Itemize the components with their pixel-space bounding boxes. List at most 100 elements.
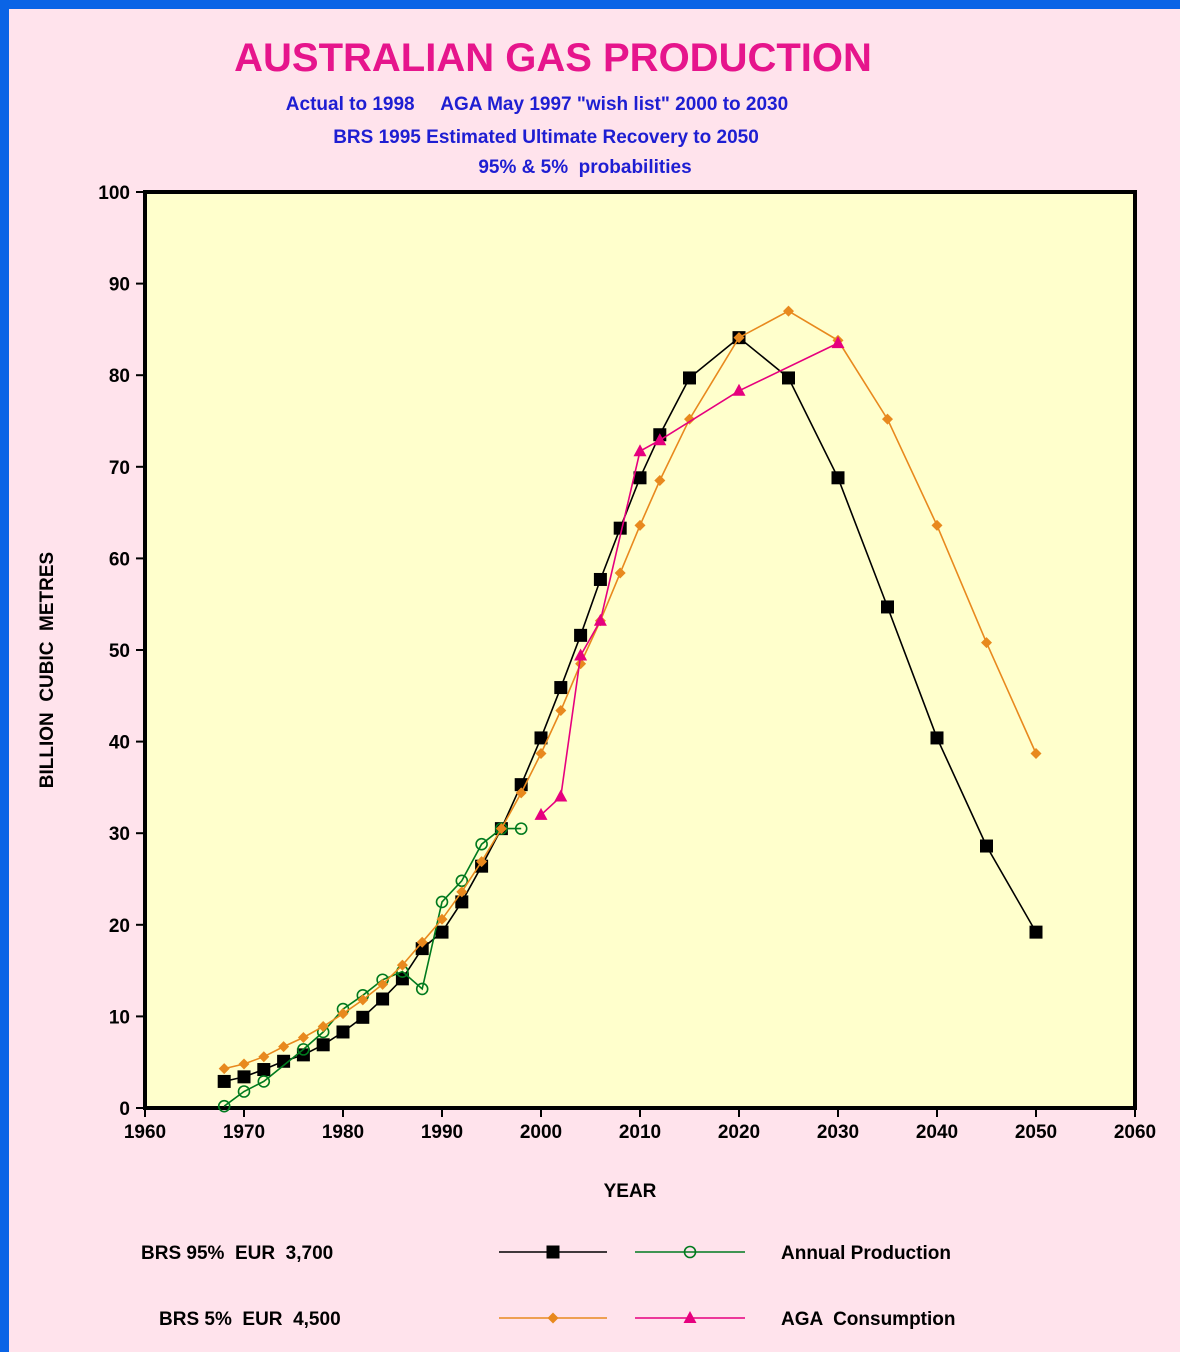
y-tick-label-60: 60 — [109, 549, 130, 570]
chart-title: AUSTRALIAN GAS PRODUCTION — [234, 36, 872, 80]
series-brs95-point-2 — [257, 1063, 271, 1077]
series-annual-point-0 — [217, 1099, 231, 1113]
y-tick-label-30: 30 — [109, 824, 130, 845]
x-tick-label-2040: 2040 — [916, 1122, 958, 1143]
series-brs95-point-0 — [217, 1074, 231, 1088]
series-brs95-point-6 — [336, 1025, 350, 1039]
series-brs5-point-22 — [654, 475, 666, 487]
x-tick-label-1970: 1970 — [223, 1122, 265, 1143]
plot-area — [143, 190, 1137, 1110]
series-annual-point-10 — [435, 895, 449, 909]
chart-subtitle-line-1: Actual to 1998 AGA May 1997 "wish list" … — [286, 94, 788, 115]
y-axis-label: BILLION CUBIC METRES — [37, 552, 58, 788]
series-brs5-point-27 — [882, 413, 893, 425]
series-brs95-point-30 — [1029, 925, 1043, 939]
series-brs95-point-29 — [980, 839, 993, 853]
series-brs5-point-21 — [634, 519, 646, 531]
series-brs5-point-3 — [278, 1041, 290, 1053]
series-aga-point-0 — [534, 807, 548, 820]
series-brs5-point-1 — [238, 1058, 250, 1070]
y-tick-label-100: 100 — [98, 183, 130, 204]
series-brs5-point-9 — [396, 959, 408, 971]
series-brs5-point-11 — [436, 913, 448, 925]
series-aga-point-4 — [633, 444, 647, 457]
series-brs5 — [218, 305, 1042, 1075]
y-tick-label-80: 80 — [109, 366, 130, 387]
x-tick-label-2020: 2020 — [718, 1122, 760, 1143]
legend-row-label-2: BRS 5% EUR 4,500 — [159, 1309, 341, 1330]
legend-swatch-aga-marker — [683, 1311, 697, 1323]
x-axis-label: YEAR — [604, 1181, 657, 1202]
series-brs95-point-11 — [435, 925, 449, 939]
series-annual-point-3 — [297, 1043, 310, 1056]
chart-subtitle-line-2: BRS 1995 Estimated Ultimate Recovery to … — [333, 127, 759, 148]
series-brs5-point-4 — [297, 1031, 309, 1043]
series-brs95-point-27 — [881, 600, 894, 614]
series-brs95-point-26 — [831, 471, 845, 485]
y-tick-label-70: 70 — [109, 458, 130, 479]
legend-swatches — [499, 1245, 745, 1324]
series-brs95-point-20 — [613, 521, 627, 535]
series-brs5-point-12 — [456, 886, 468, 898]
series-brs5-point-5 — [317, 1020, 329, 1032]
y-tick-label-90: 90 — [109, 275, 130, 296]
series-brs95-point-7 — [356, 1010, 370, 1024]
series-brs95-point-21 — [633, 471, 647, 485]
chart-subtitle-line-3: 95% & 5% probabilities — [478, 157, 691, 178]
series-brs5-point-18 — [575, 658, 587, 670]
legend-series-label-1: Annual Production — [781, 1243, 951, 1264]
x-tick-label-1990: 1990 — [421, 1122, 463, 1143]
series-brs95-point-1 — [237, 1070, 251, 1084]
series-aga-line — [540, 342, 839, 816]
legend-row-label-1: BRS 95% EUR 3,700 — [141, 1243, 333, 1264]
series-brs5-point-0 — [218, 1063, 230, 1075]
x-tick-label-2000: 2000 — [520, 1122, 562, 1143]
series-brs95-point-8 — [376, 992, 390, 1006]
series-aga-point-7 — [831, 336, 845, 349]
x-tick-label-2010: 2010 — [619, 1122, 661, 1143]
series-brs5-point-24 — [733, 332, 745, 344]
legend-swatch-brs95-marker — [546, 1245, 560, 1259]
series-brs5-point-23 — [684, 413, 695, 425]
y-tick-label-10: 10 — [109, 1007, 130, 1028]
legend-series-label-2: AGA Consumption — [781, 1309, 956, 1330]
series-brs5-point-20 — [614, 567, 626, 579]
series-brs95-point-16 — [534, 731, 548, 745]
series-brs5-point-28 — [931, 519, 943, 531]
series-aga-point-5 — [653, 433, 667, 446]
series-brs5-point-14 — [495, 823, 507, 835]
series-brs5-point-16 — [535, 748, 547, 760]
y-tick-label-0: 0 — [119, 1099, 130, 1120]
series-annual-point-9 — [415, 982, 429, 996]
series-brs5-point-2 — [258, 1051, 270, 1063]
series-brs5-point-13 — [476, 856, 488, 868]
series-brs5-point-15 — [515, 787, 527, 799]
series-brs95-point-28 — [930, 731, 944, 745]
series-brs95-point-17 — [554, 681, 568, 695]
chart-svg: AUSTRALIAN GAS PRODUCTION Actual to 1998… — [37, 36, 1156, 1330]
legend-swatch-annual-marker — [683, 1245, 697, 1259]
series-brs5-point-29 — [981, 637, 992, 649]
series-brs5-point-10 — [416, 936, 428, 948]
series-brs5-point-8 — [377, 978, 389, 990]
series-brs95-point-23 — [683, 371, 696, 385]
chart-frame: AUSTRALIAN GAS PRODUCTION Actual to 1998… — [9, 9, 1180, 1352]
x-tick-label-1980: 1980 — [322, 1122, 364, 1143]
series-annual-point-2 — [257, 1075, 271, 1088]
series-aga-point-2 — [574, 648, 588, 661]
x-tick-label-2060: 2060 — [1114, 1122, 1156, 1143]
series-annual-point-1 — [237, 1085, 251, 1098]
x-tick-label-2030: 2030 — [817, 1122, 859, 1143]
series-brs95-point-5 — [316, 1038, 330, 1052]
series-aga — [534, 336, 845, 820]
series-aga-point-3 — [593, 613, 607, 626]
series-brs5-point-7 — [357, 994, 369, 1006]
x-tick-label-1960: 1960 — [124, 1122, 166, 1143]
series-brs95-point-18 — [574, 628, 588, 642]
series-layer — [217, 305, 1043, 1113]
series-brs5-point-30 — [1030, 748, 1042, 760]
series-annual-point-14 — [514, 822, 528, 835]
series-aga-point-1 — [554, 789, 568, 802]
y-tick-label-50: 50 — [109, 641, 130, 662]
y-tick-label-20: 20 — [109, 916, 130, 937]
